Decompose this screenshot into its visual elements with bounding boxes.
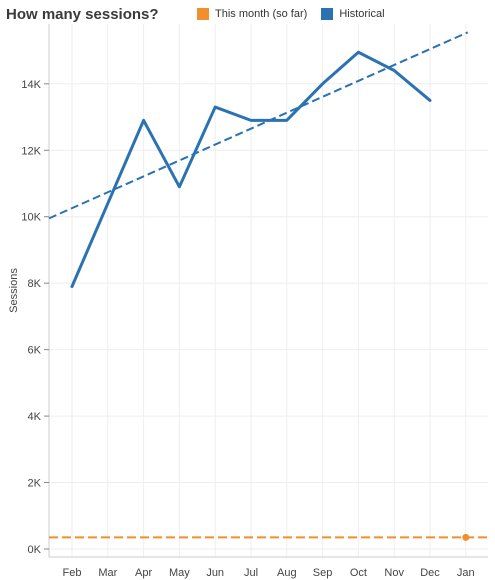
- y-tick-label: 2K: [28, 478, 42, 490]
- x-tick-label: May: [169, 567, 190, 579]
- legend-label-this-month: This month (so far): [215, 8, 308, 20]
- x-tick-label: Feb: [63, 567, 82, 579]
- y-tick-label: 4K: [28, 411, 42, 423]
- y-tick-label: 10K: [21, 212, 41, 224]
- legend: This month (so far) Historical: [197, 8, 399, 20]
- y-tick-label: 12K: [21, 145, 41, 157]
- chart-title: How many sessions?: [6, 6, 159, 23]
- y-tick-label: 8K: [28, 278, 42, 290]
- x-tick-label: Jul: [244, 567, 258, 579]
- legend-item-this-month[interactable]: This month (so far): [197, 8, 307, 20]
- trend-line-historical: [48, 31, 469, 220]
- x-tick-label: Oct: [350, 567, 367, 579]
- legend-swatch-historical: [321, 8, 334, 20]
- y-tick-label: 0K: [28, 544, 42, 556]
- x-tick-label: Jun: [206, 567, 224, 579]
- grid: [49, 24, 488, 557]
- x-tick-label: Aug: [277, 567, 297, 579]
- x-tick-label: Dec: [420, 567, 440, 579]
- x-tick-label: Nov: [384, 567, 404, 579]
- legend-swatch-this-month: [197, 8, 209, 20]
- y-tick-label: 14K: [21, 79, 41, 91]
- legend-label-historical: Historical: [339, 8, 385, 20]
- x-tick-label: Jan: [457, 567, 475, 579]
- x-tick-label: Apr: [135, 567, 152, 579]
- x-tick-label: Sep: [313, 567, 333, 579]
- data-point-this-month: [462, 533, 470, 541]
- y-axis-title: Sessions: [8, 268, 20, 313]
- legend-item-historical[interactable]: Historical: [321, 8, 385, 20]
- y-tick-label: 6K: [28, 345, 42, 357]
- x-tick-label: Mar: [98, 567, 117, 579]
